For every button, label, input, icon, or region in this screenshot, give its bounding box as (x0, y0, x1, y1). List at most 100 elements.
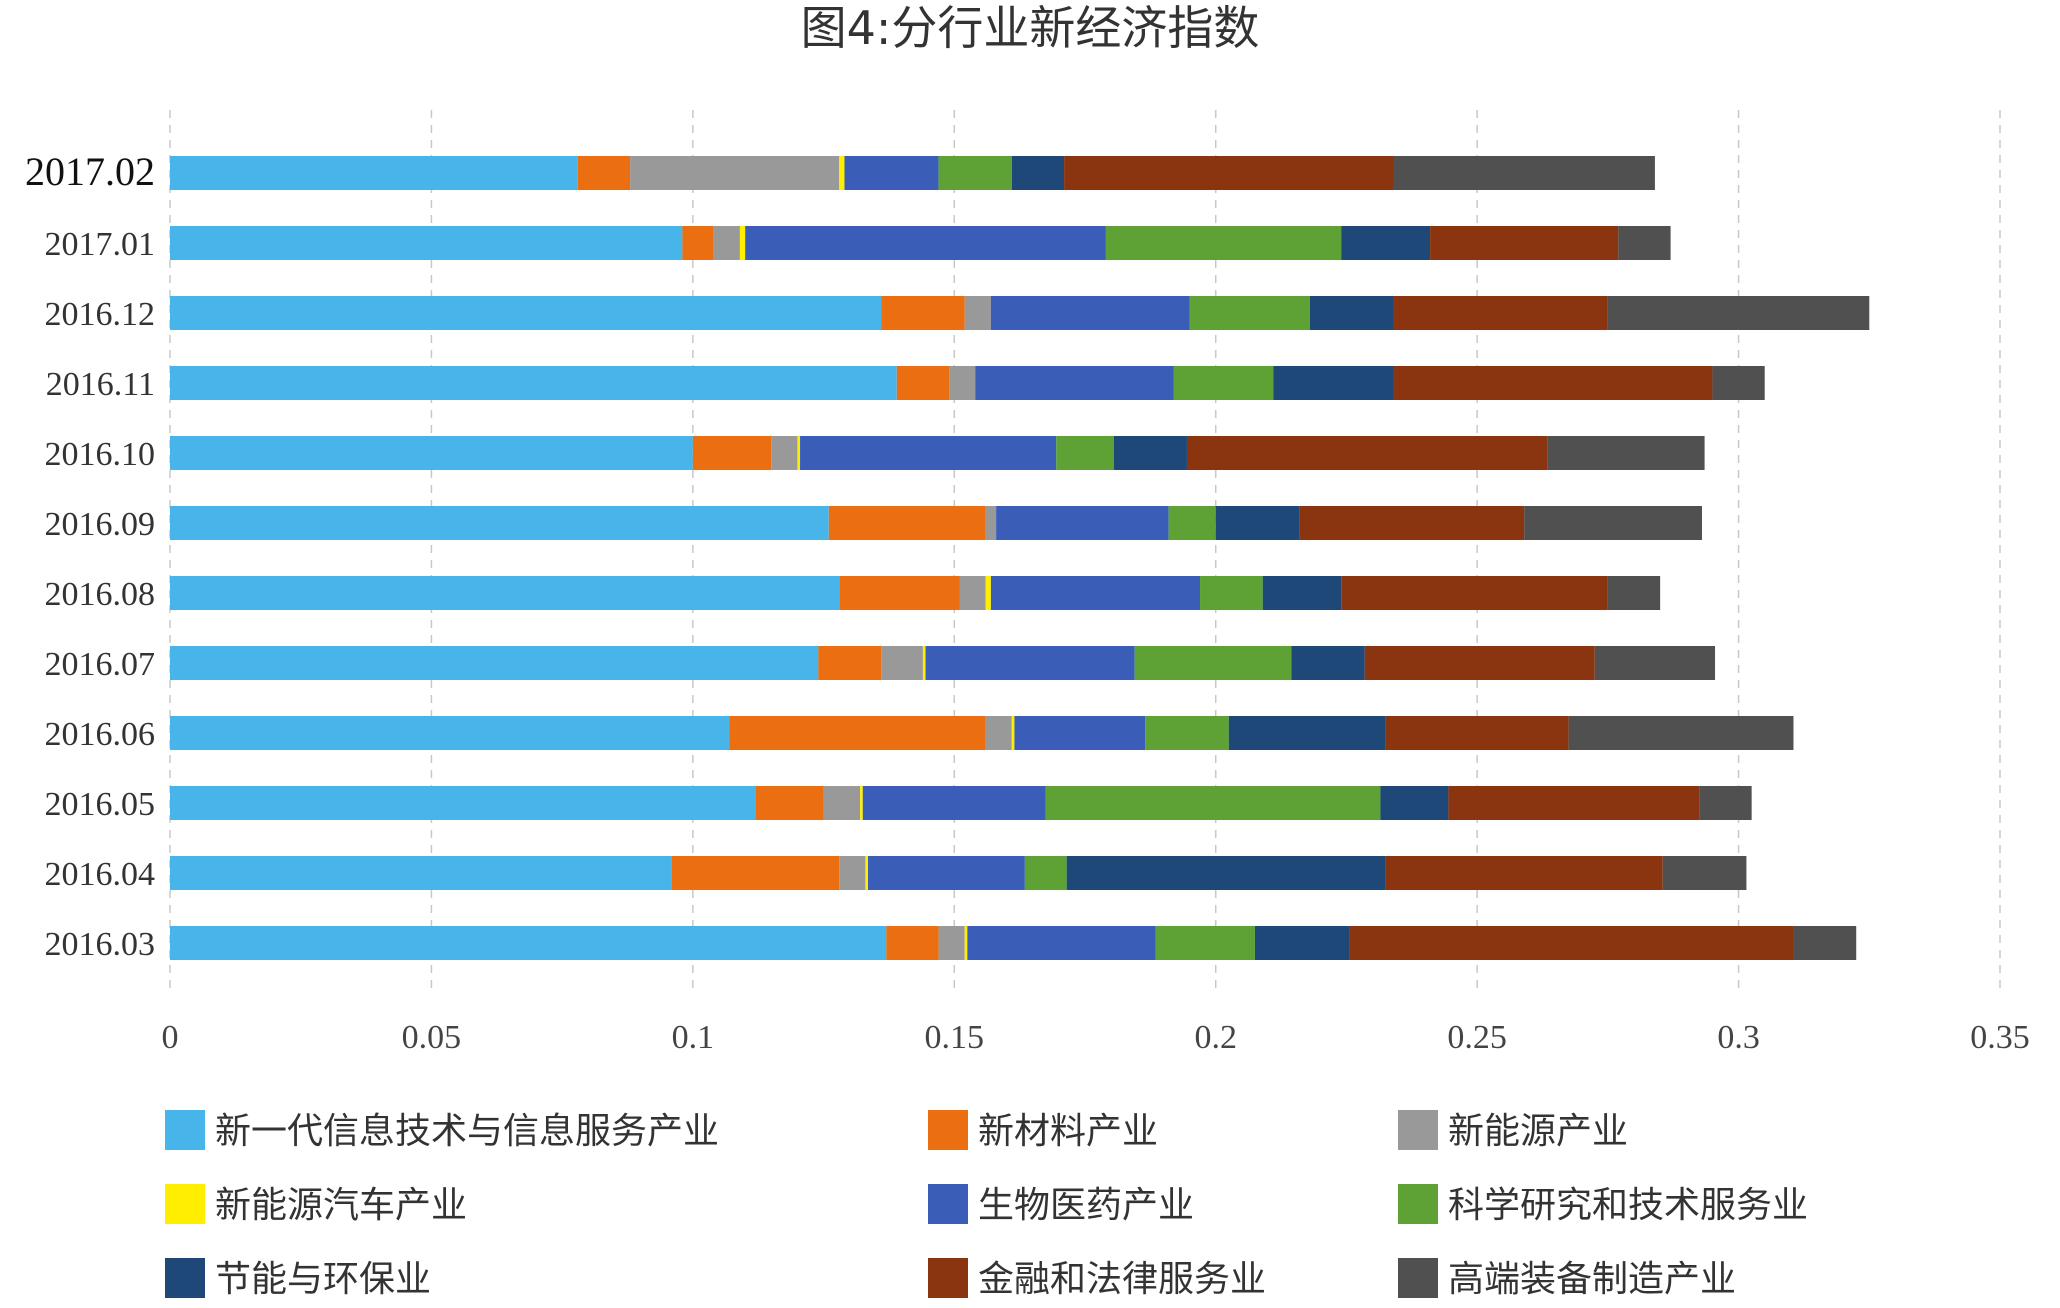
bar-segment (1349, 926, 1794, 960)
bar-segment (1014, 716, 1146, 750)
bar-segment (860, 786, 863, 820)
bar-segment (170, 646, 819, 680)
category-label: 2016.08 (45, 576, 156, 613)
bar-segment (170, 576, 840, 610)
bar-segment (1393, 366, 1713, 400)
bar-segment (170, 226, 683, 260)
bar-segment (925, 646, 1135, 680)
bar-segment (1568, 716, 1794, 750)
bar-segment (797, 436, 801, 470)
bar-segment (800, 436, 1057, 470)
legend-swatch (1398, 1110, 1438, 1150)
bar-segment (170, 156, 578, 190)
bar-segment (922, 646, 926, 680)
x-tick-label: 0.05 (402, 1019, 462, 1056)
bar-segment (1200, 576, 1263, 610)
legend-label: 新材料产业 (978, 1111, 1158, 1152)
bar-segment (1380, 786, 1449, 820)
legend-label: 生物医药产业 (978, 1185, 1194, 1226)
bar-segment (170, 296, 882, 330)
bar-segment (828, 506, 986, 540)
bar-segment (1393, 296, 1608, 330)
legend-swatch (165, 1110, 205, 1150)
bar-segment (868, 856, 1025, 890)
bar-segment (1056, 436, 1114, 470)
bar-segment (985, 576, 991, 610)
bar-segment (1215, 506, 1300, 540)
category-labels: 2017.02 2017.01 2016.12 2016.11 2016.10 2016.… (25, 149, 155, 963)
bar-segment (1291, 646, 1365, 680)
bar-segment (1145, 716, 1229, 750)
bar-segment (170, 856, 672, 890)
category-label: 2016.09 (45, 506, 156, 543)
bar-segment (692, 436, 772, 470)
legend-swatch (928, 1258, 968, 1298)
bar-segment (1173, 366, 1274, 400)
bar-segment (1309, 296, 1394, 330)
bar-segment (938, 926, 965, 960)
bar-segment (170, 716, 730, 750)
bar-segment (1262, 576, 1342, 610)
bar-segment (865, 856, 869, 890)
bar-segment (170, 506, 829, 540)
bar-segment (1134, 646, 1292, 680)
bar-segment (1045, 786, 1381, 820)
bar-segment (630, 156, 840, 190)
category-label: 2016.03 (45, 926, 156, 963)
chart-title: 图4:分行业新经济指数 (801, 1, 1260, 55)
bar-segment (1105, 226, 1342, 260)
legend-label: 金融和法律服务业 (978, 1259, 1266, 1300)
bar-segment (1594, 646, 1716, 680)
bar-segment (170, 926, 887, 960)
bar-segment (1618, 226, 1671, 260)
x-tick-label: 0.25 (1447, 1019, 1507, 1056)
bar-segment (682, 226, 714, 260)
bar-segment (671, 856, 840, 890)
bar-segment (896, 366, 950, 400)
bar-segment (1189, 296, 1310, 330)
bar-segment (985, 716, 1012, 750)
category-label: 2017.02 (25, 149, 155, 194)
bar-segment (839, 856, 866, 890)
legend-label: 新一代信息技术与信息服务产业 (215, 1111, 719, 1152)
bar-segment (1385, 716, 1569, 750)
category-label: 2016.07 (45, 646, 156, 683)
bar-segment (862, 786, 1046, 820)
bar-segment (1341, 226, 1431, 260)
bar-segment (985, 506, 997, 540)
bar-segment (1186, 436, 1548, 470)
bar-segment (938, 156, 1012, 190)
bar-segment (713, 226, 740, 260)
category-label: 2016.06 (45, 716, 156, 753)
bar-segment (1393, 156, 1655, 190)
bar-segment (823, 786, 861, 820)
bar-segment (1364, 646, 1595, 680)
bar-segment (990, 296, 1190, 330)
legend-swatch (1398, 1184, 1438, 1224)
bar-segment (755, 786, 824, 820)
category-label: 2016.04 (45, 856, 156, 893)
bar-segment (1273, 366, 1394, 400)
legend-swatch (1398, 1258, 1438, 1298)
bar-segment (881, 646, 923, 680)
bar-segment (964, 926, 968, 960)
grid-lines (169, 110, 2001, 990)
legend-swatch (165, 1258, 205, 1298)
x-tick-label: 0.2 (1194, 1019, 1237, 1056)
bar-segment (1113, 436, 1187, 470)
x-tick-label: 0.3 (1717, 1019, 1760, 1056)
bar-segment (1524, 506, 1702, 540)
bar-segment (996, 506, 1169, 540)
bar-segment (964, 296, 991, 330)
bar-segment (1547, 436, 1705, 470)
category-label: 2016.05 (45, 786, 156, 823)
bar-segment (818, 646, 882, 680)
legend-label: 新能源产业 (1448, 1111, 1628, 1152)
bar-segment (745, 226, 1106, 260)
legend-label: 节能与环保业 (215, 1259, 431, 1300)
bar-segment (1712, 366, 1765, 400)
category-label: 2016.12 (45, 296, 156, 333)
bar-segment (959, 576, 986, 610)
bar-segment (1607, 296, 1870, 330)
